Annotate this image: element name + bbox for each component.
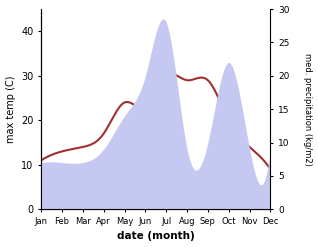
X-axis label: date (month): date (month) — [117, 231, 195, 242]
Y-axis label: med. precipitation (kg/m2): med. precipitation (kg/m2) — [303, 53, 313, 165]
Y-axis label: max temp (C): max temp (C) — [5, 75, 16, 143]
